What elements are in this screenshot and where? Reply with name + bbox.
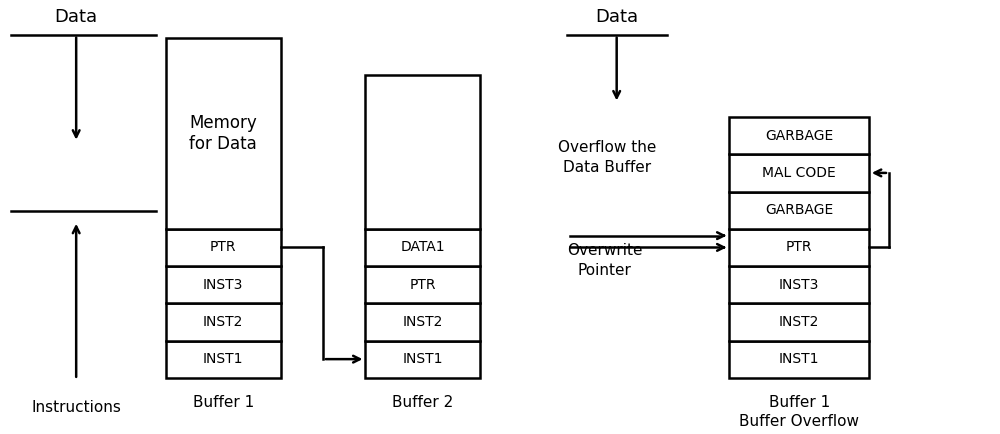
Bar [166,38,281,229]
Bar [729,191,869,229]
Bar [166,303,281,341]
Text: Overwrite
Pointer: Overwrite Pointer [567,243,642,277]
Text: Memory
for Data: Memory for Data [189,114,257,153]
Bar [729,155,869,191]
Text: PTR: PTR [786,240,812,254]
Text: PTR: PTR [210,240,237,254]
Bar [729,229,869,266]
Bar [729,341,869,378]
Text: INST1: INST1 [779,352,819,366]
Text: INST1: INST1 [402,352,443,366]
Text: INST2: INST2 [403,315,443,329]
Bar [166,229,281,266]
Text: INST2: INST2 [203,315,243,329]
Text: MAL CODE: MAL CODE [762,166,836,180]
Text: DATA1: DATA1 [400,240,445,254]
Bar [729,303,869,341]
Text: Overflow the
Data Buffer: Overflow the Data Buffer [558,140,656,174]
Text: Buffer 2: Buffer 2 [392,395,453,410]
Bar [365,303,480,341]
Text: Instructions: Instructions [31,400,121,414]
Text: INST2: INST2 [779,315,819,329]
Bar [729,266,869,303]
Text: Data: Data [55,8,98,26]
Text: Data: Data [595,8,638,26]
Text: INST3: INST3 [203,278,243,292]
Bar [365,75,480,229]
Text: Buffer 1: Buffer 1 [193,395,254,410]
Text: GARBAGE: GARBAGE [765,128,833,143]
Text: Buffer 1
Buffer Overflow: Buffer 1 Buffer Overflow [739,395,859,430]
Bar [365,341,480,378]
Text: PTR: PTR [409,278,436,292]
Text: INST3: INST3 [779,278,819,292]
Bar [166,341,281,378]
Bar [365,229,480,266]
Bar [166,266,281,303]
Text: INST1: INST1 [203,352,244,366]
Bar [365,266,480,303]
Bar [729,117,869,155]
Text: GARBAGE: GARBAGE [765,203,833,217]
